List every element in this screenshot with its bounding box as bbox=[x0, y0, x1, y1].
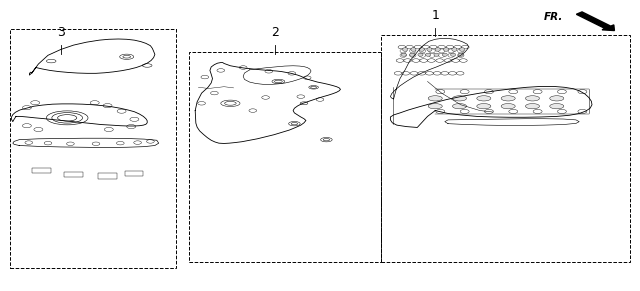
Ellipse shape bbox=[501, 96, 515, 101]
Bar bbox=[189, 52, 381, 262]
Ellipse shape bbox=[411, 47, 416, 51]
Bar bbox=[98, 173, 117, 179]
Ellipse shape bbox=[451, 53, 456, 56]
Ellipse shape bbox=[452, 104, 467, 109]
Ellipse shape bbox=[428, 104, 442, 109]
Bar bbox=[32, 168, 51, 173]
Ellipse shape bbox=[550, 104, 564, 109]
Ellipse shape bbox=[442, 53, 447, 56]
Ellipse shape bbox=[401, 53, 406, 56]
Ellipse shape bbox=[426, 53, 431, 56]
Ellipse shape bbox=[428, 96, 442, 101]
Ellipse shape bbox=[418, 53, 423, 56]
Bar bbox=[10, 29, 176, 268]
Ellipse shape bbox=[501, 104, 515, 109]
Text: 2: 2 bbox=[271, 26, 279, 39]
Ellipse shape bbox=[550, 96, 564, 101]
Ellipse shape bbox=[427, 47, 432, 51]
Ellipse shape bbox=[403, 47, 408, 51]
Ellipse shape bbox=[477, 104, 491, 109]
Bar bbox=[381, 35, 630, 262]
Ellipse shape bbox=[525, 96, 540, 101]
Ellipse shape bbox=[419, 47, 424, 51]
Ellipse shape bbox=[452, 47, 457, 51]
Bar bbox=[64, 172, 83, 177]
Bar bbox=[125, 171, 143, 176]
Ellipse shape bbox=[434, 53, 439, 56]
Text: 3: 3 bbox=[57, 26, 65, 39]
Ellipse shape bbox=[477, 96, 491, 101]
Ellipse shape bbox=[525, 104, 540, 109]
Ellipse shape bbox=[460, 47, 465, 51]
Ellipse shape bbox=[444, 47, 449, 51]
Text: 1: 1 bbox=[431, 9, 439, 22]
Ellipse shape bbox=[410, 53, 415, 56]
Ellipse shape bbox=[435, 47, 440, 51]
Ellipse shape bbox=[458, 53, 463, 56]
Ellipse shape bbox=[452, 96, 467, 101]
Text: FR.: FR. bbox=[544, 13, 563, 22]
FancyArrow shape bbox=[577, 12, 614, 31]
